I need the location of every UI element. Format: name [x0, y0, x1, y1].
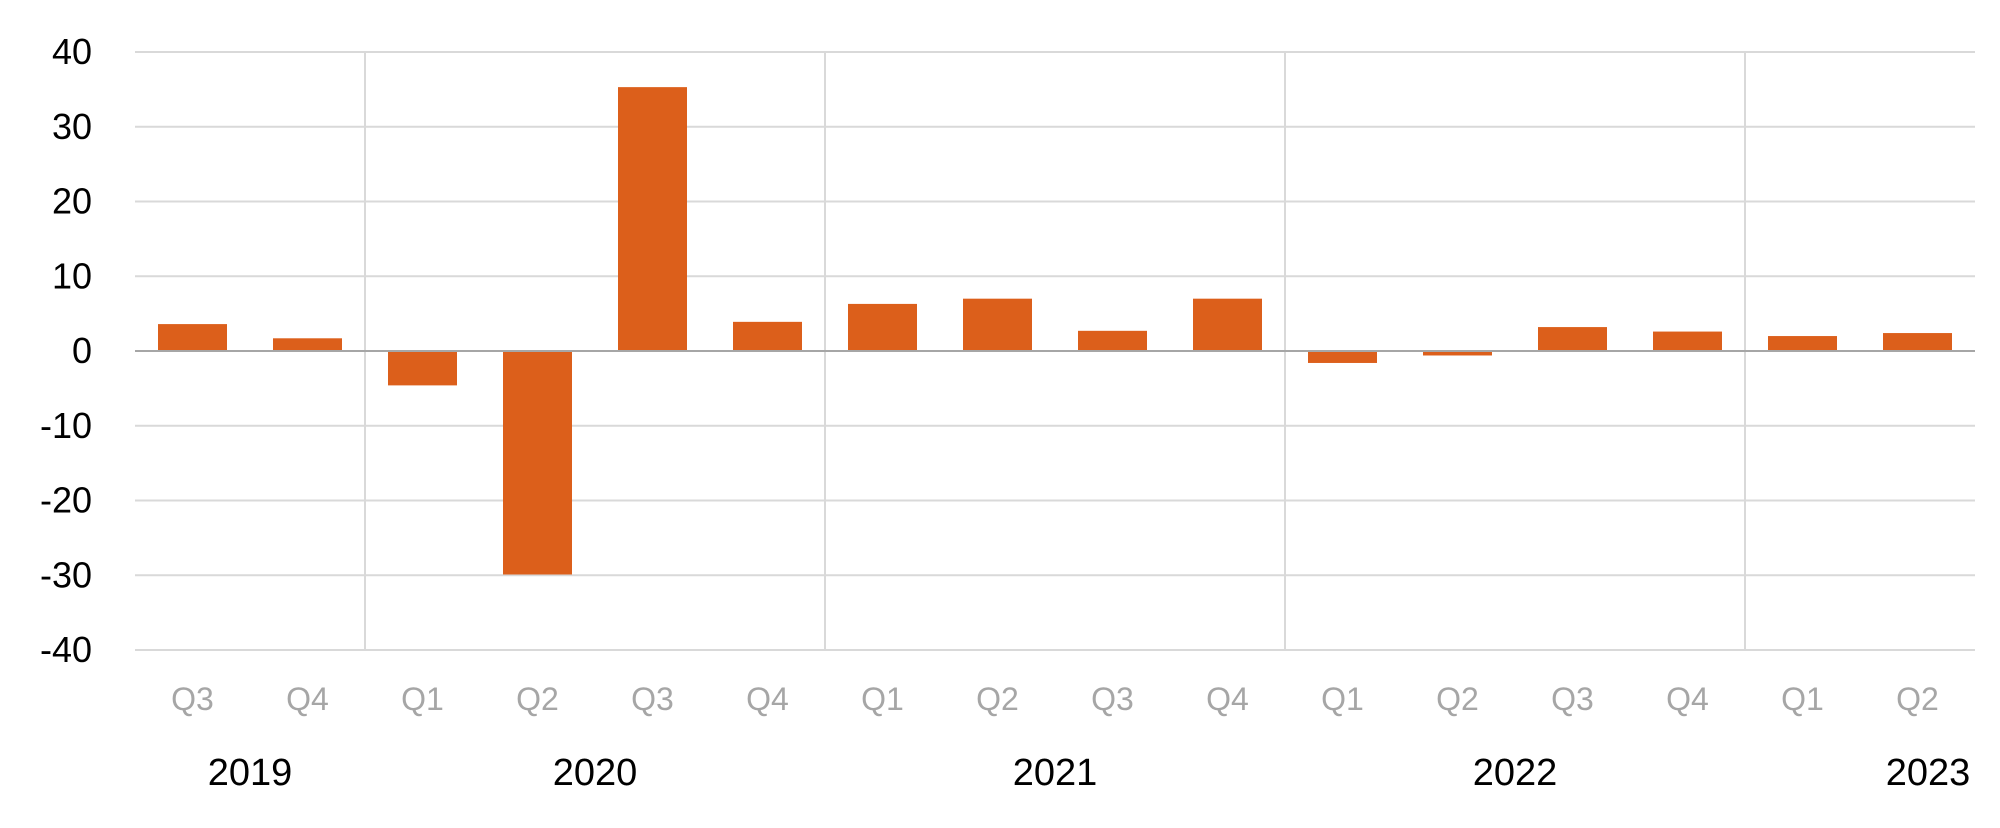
bar: [848, 303, 917, 351]
quarter-label: Q4: [1206, 681, 1249, 717]
quarter-label: Q4: [286, 681, 329, 717]
bar: [388, 351, 457, 386]
quarter-label: Q1: [1321, 681, 1364, 717]
quarter-label: Q2: [1436, 681, 1479, 717]
quarter-label: Q2: [1896, 681, 1939, 717]
year-label: 2019: [208, 752, 293, 794]
y-tick-label: 10: [52, 255, 92, 296]
year-label: 2020: [553, 752, 638, 794]
quarter-label: Q2: [976, 681, 1019, 717]
quarter-label: Q2: [516, 681, 559, 717]
year-labels: 2019 2020 2021 2022 2023: [208, 752, 1971, 794]
bar: [1768, 336, 1837, 351]
quarter-labels: Q3 Q4 Q1 Q2 Q3 Q4 Q1 Q2 Q3 Q4 Q1 Q2 Q3 Q4 Q1 Q2: [171, 681, 1939, 717]
gridlines: [135, 51, 1975, 651]
quarter-label: Q4: [1666, 681, 1709, 717]
y-tick-label: 20: [52, 181, 92, 222]
quarter-label: Q1: [401, 681, 444, 717]
bar: [1078, 330, 1147, 351]
quarter-label: Q1: [1781, 681, 1824, 717]
bar: [1308, 351, 1377, 363]
bar: [1883, 333, 1952, 351]
quarter-label: Q3: [171, 681, 214, 717]
quarter-label: Q4: [746, 681, 789, 717]
quarter-label: Q1: [861, 681, 904, 717]
bar: [963, 298, 1032, 351]
bar: [273, 338, 342, 351]
y-tick-label: -40: [40, 629, 92, 670]
year-label: 2023: [1886, 752, 1971, 794]
y-tick-label: 40: [52, 31, 92, 72]
quarter-label: Q3: [631, 681, 674, 717]
year-label: 2022: [1473, 752, 1558, 794]
y-tick-label: -20: [40, 480, 92, 521]
bar: [1423, 351, 1492, 356]
y-axis-tick-labels: 40 30 20 10 0 -10 -20 -30 -40: [40, 31, 92, 670]
bar: [1538, 327, 1607, 351]
bar: [618, 87, 687, 351]
bar: [158, 324, 227, 351]
y-tick-label: 0: [72, 330, 92, 371]
y-tick-label: -10: [40, 405, 92, 446]
bars: [158, 87, 1952, 575]
y-tick-label: -30: [40, 554, 92, 595]
bar: [733, 321, 802, 351]
bar: [1193, 298, 1262, 351]
year-label: 2021: [1013, 752, 1098, 794]
y-tick-label: 30: [52, 106, 92, 147]
quarter-label: Q3: [1551, 681, 1594, 717]
bar: [503, 351, 572, 575]
quarter-label: Q3: [1091, 681, 1134, 717]
bar: [1653, 331, 1722, 351]
